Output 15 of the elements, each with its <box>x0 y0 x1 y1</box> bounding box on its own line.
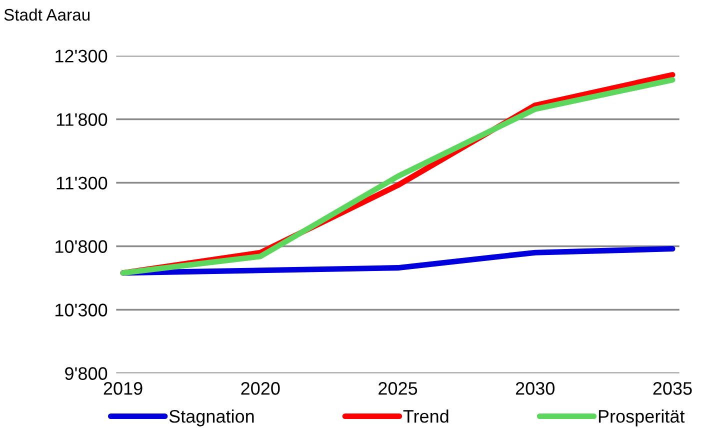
x-tick-label: 2035 <box>653 382 692 395</box>
x-tick-label: 2019 <box>104 382 142 395</box>
x-tick-label: 2020 <box>241 382 280 395</box>
legend-label: Trend <box>403 409 448 423</box>
legend-label: Stagnation <box>169 409 254 426</box>
y-tick-label: 12'300 <box>56 50 108 62</box>
x-tick-label: 2025 <box>378 382 418 395</box>
y-tick-label: 11'300 <box>56 176 108 190</box>
x-tick-label: 2030 <box>516 382 555 395</box>
legend-label: Prosperität <box>598 409 685 426</box>
y-tick-label: 10'800 <box>56 240 108 253</box>
y-tick-label: 11'800 <box>56 113 108 126</box>
y-tick-label: 10'300 <box>56 304 108 316</box>
y-tick-label: 9'800 <box>65 367 108 380</box>
y-axis-title: Stadt Aarau <box>4 8 90 21</box>
